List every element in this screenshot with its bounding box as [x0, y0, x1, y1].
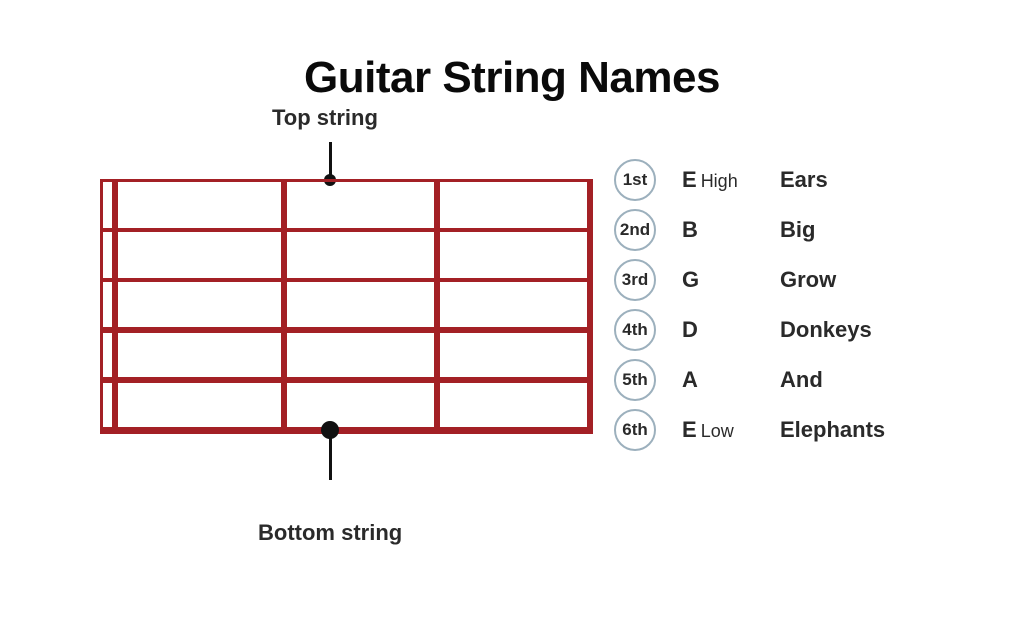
- string-ordinal-badge: 6th: [614, 409, 656, 451]
- string-row: 2nd B Big: [614, 205, 815, 255]
- guitar-string: [100, 228, 590, 232]
- bottom-string-label: Bottom string: [258, 520, 402, 546]
- string-note-qualifier: High: [701, 171, 738, 192]
- guitar-string: [100, 327, 590, 332]
- string-ordinal-badge: 4th: [614, 309, 656, 351]
- string-ordinal-label: 3rd: [622, 270, 648, 290]
- string-ordinal-label: 6th: [622, 420, 648, 440]
- fretboard-left-edge: [100, 179, 103, 434]
- string-note-cell: G: [682, 267, 780, 293]
- string-ordinal-label: 1st: [623, 170, 648, 190]
- guitar-string: [100, 278, 590, 283]
- string-row: 1stEHighEars: [614, 155, 828, 205]
- guitar-string: [100, 427, 590, 434]
- string-ordinal-label: 4th: [622, 320, 648, 340]
- string-ordinal-label: 2nd: [620, 220, 650, 240]
- string-note-cell: B: [682, 217, 780, 243]
- string-note-letter: E: [682, 417, 697, 443]
- string-row: 3rd G Grow: [614, 255, 836, 305]
- bottom-pointer-line: [329, 430, 332, 480]
- string-note-qualifier: Low: [701, 421, 734, 442]
- fret-line: [281, 179, 287, 434]
- string-row: 4th D Donkeys: [614, 305, 872, 355]
- page-title: Guitar String Names: [0, 53, 1024, 103]
- string-mnemonic: And: [780, 367, 823, 393]
- string-note-cell: A: [682, 367, 780, 393]
- string-mnemonic: Big: [780, 217, 815, 243]
- string-ordinal-label: 5th: [622, 370, 648, 390]
- string-note-letter: G: [682, 267, 699, 293]
- guitar-string: [100, 377, 590, 383]
- string-mnemonic: Elephants: [780, 417, 885, 443]
- fretboard-nut: [112, 179, 118, 434]
- string-mnemonic: Grow: [780, 267, 836, 293]
- fret-line: [434, 179, 440, 434]
- string-ordinal-badge: 2nd: [614, 209, 656, 251]
- string-note-letter: D: [682, 317, 698, 343]
- string-mnemonic: Ears: [780, 167, 828, 193]
- string-note-cell: ELow: [682, 417, 780, 443]
- guitar-string: [100, 179, 590, 182]
- top-string-label: Top string: [272, 105, 378, 131]
- string-ordinal-badge: 1st: [614, 159, 656, 201]
- string-row: 5th A And: [614, 355, 823, 405]
- string-row: 6thELowElephants: [614, 405, 885, 455]
- string-note-letter: E: [682, 167, 697, 193]
- fretboard: [100, 180, 590, 430]
- string-mnemonic: Donkeys: [780, 317, 872, 343]
- string-note-cell: D: [682, 317, 780, 343]
- string-ordinal-badge: 3rd: [614, 259, 656, 301]
- string-note-letter: A: [682, 367, 698, 393]
- fret-line: [587, 179, 593, 434]
- string-note-letter: B: [682, 217, 698, 243]
- string-ordinal-badge: 5th: [614, 359, 656, 401]
- string-note-cell: EHigh: [682, 167, 780, 193]
